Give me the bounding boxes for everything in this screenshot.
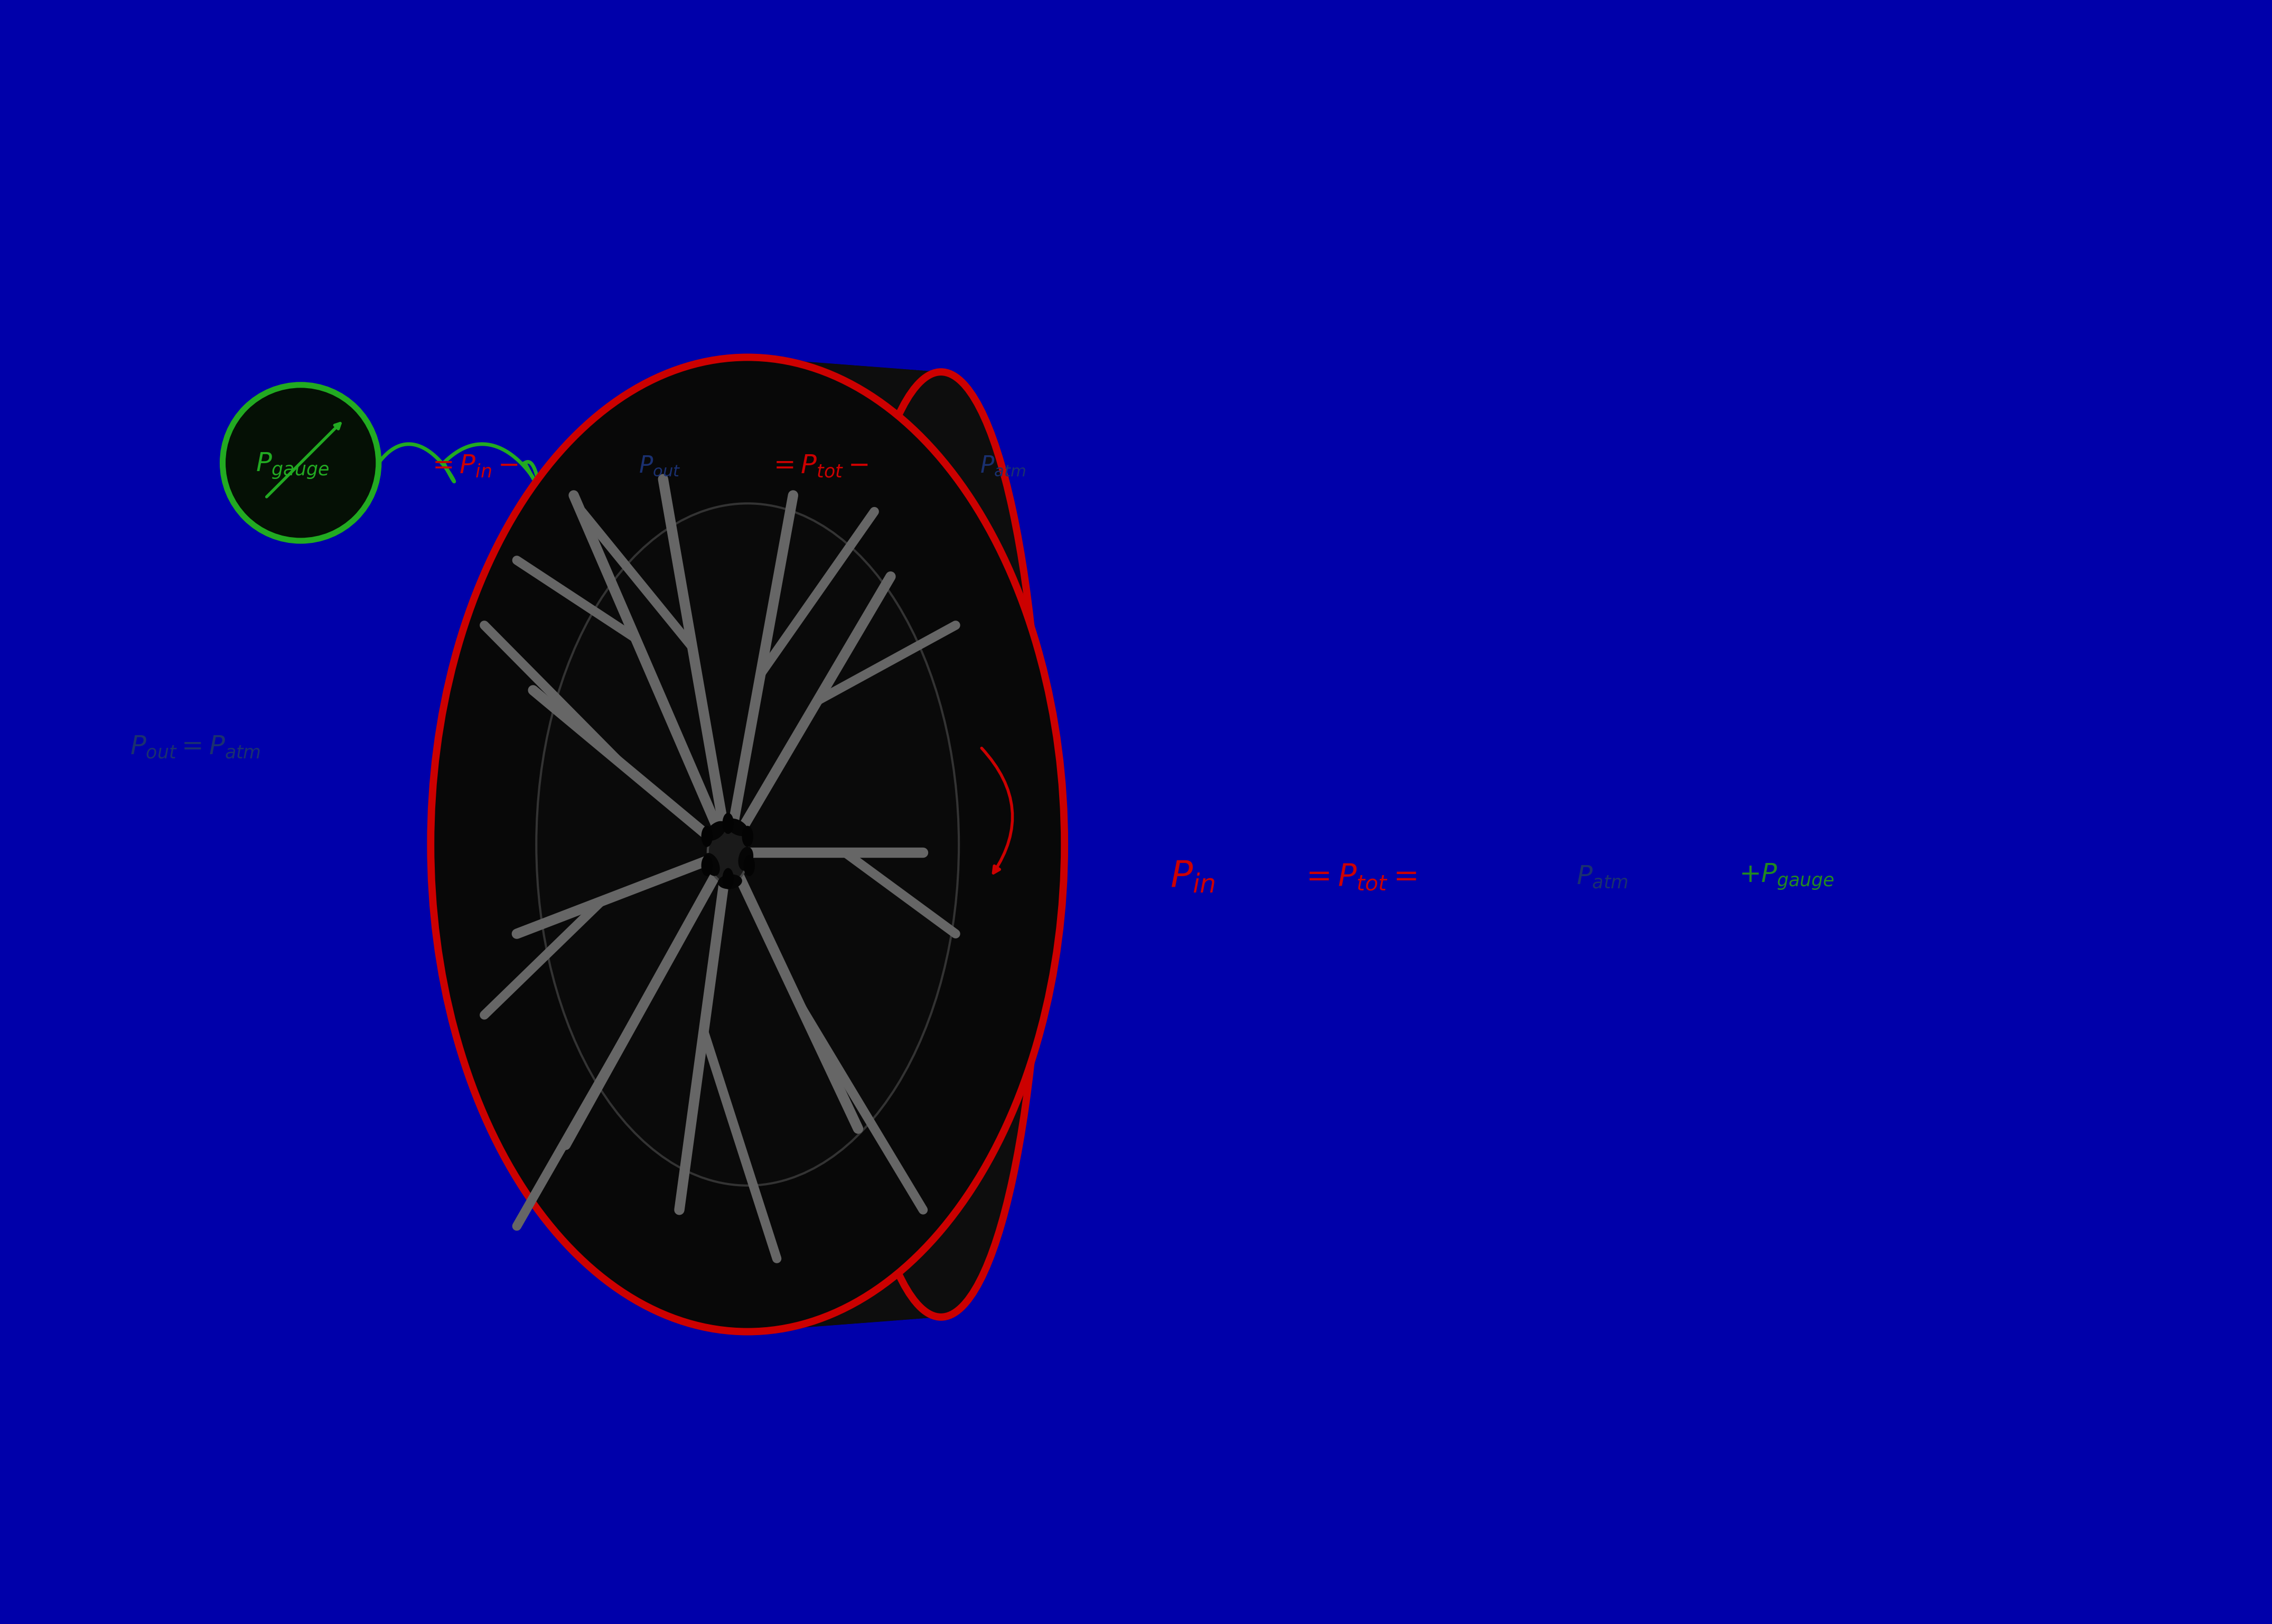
- Text: $P_{atm}$: $P_{atm}$: [1577, 864, 1629, 890]
- Ellipse shape: [682, 361, 879, 1328]
- Text: $P_{gauge}$: $P_{gauge}$: [257, 451, 329, 481]
- Ellipse shape: [888, 372, 982, 1317]
- Ellipse shape: [766, 365, 932, 1324]
- Text: $= P_{tot} -$: $= P_{tot} -$: [768, 453, 868, 479]
- Ellipse shape: [722, 362, 904, 1327]
- Ellipse shape: [670, 359, 870, 1330]
- Ellipse shape: [793, 367, 945, 1322]
- Ellipse shape: [734, 364, 911, 1325]
- Ellipse shape: [861, 370, 977, 1319]
- Ellipse shape: [727, 818, 747, 836]
- Ellipse shape: [877, 370, 979, 1319]
- Ellipse shape: [809, 367, 954, 1322]
- Ellipse shape: [818, 369, 959, 1320]
- Ellipse shape: [775, 365, 936, 1324]
- Ellipse shape: [870, 370, 979, 1319]
- Ellipse shape: [677, 359, 877, 1330]
- Ellipse shape: [822, 369, 961, 1320]
- Ellipse shape: [895, 372, 982, 1317]
- Ellipse shape: [827, 369, 963, 1320]
- Text: $P_{in}$: $P_{in}$: [1170, 859, 1216, 895]
- Ellipse shape: [718, 362, 902, 1327]
- Ellipse shape: [654, 357, 861, 1332]
- Ellipse shape: [795, 367, 947, 1322]
- Ellipse shape: [693, 361, 886, 1328]
- Ellipse shape: [813, 367, 957, 1322]
- Ellipse shape: [709, 822, 747, 883]
- Ellipse shape: [536, 503, 959, 1186]
- Ellipse shape: [841, 369, 970, 1320]
- Ellipse shape: [675, 359, 872, 1330]
- Text: $= P_{in} -$: $= P_{in} -$: [427, 453, 518, 479]
- Ellipse shape: [832, 369, 966, 1320]
- Text: $P_{atm}$: $P_{atm}$: [979, 455, 1027, 477]
- Ellipse shape: [702, 361, 891, 1328]
- Ellipse shape: [686, 361, 882, 1328]
- Ellipse shape: [800, 367, 950, 1322]
- Text: $P_{out}$: $P_{out}$: [638, 455, 682, 477]
- Ellipse shape: [691, 361, 884, 1328]
- Ellipse shape: [648, 357, 854, 1332]
- Ellipse shape: [722, 814, 734, 835]
- Ellipse shape: [743, 364, 918, 1325]
- Ellipse shape: [707, 822, 727, 841]
- Ellipse shape: [841, 372, 1043, 1317]
- Ellipse shape: [779, 365, 938, 1324]
- Ellipse shape: [223, 385, 379, 541]
- Ellipse shape: [907, 372, 975, 1317]
- Text: $P_{out} = P_{atm}$: $P_{out} = P_{atm}$: [130, 734, 261, 760]
- Ellipse shape: [845, 369, 970, 1320]
- Ellipse shape: [743, 856, 754, 877]
- Ellipse shape: [707, 361, 895, 1328]
- Ellipse shape: [643, 357, 852, 1332]
- Ellipse shape: [702, 825, 713, 848]
- Ellipse shape: [866, 370, 977, 1319]
- Ellipse shape: [759, 364, 927, 1325]
- Ellipse shape: [713, 362, 900, 1327]
- Ellipse shape: [854, 370, 975, 1319]
- Ellipse shape: [804, 367, 952, 1322]
- Ellipse shape: [784, 365, 941, 1324]
- Ellipse shape: [836, 369, 968, 1320]
- Ellipse shape: [659, 359, 863, 1330]
- Ellipse shape: [754, 364, 925, 1325]
- Ellipse shape: [850, 370, 972, 1319]
- Ellipse shape: [663, 359, 866, 1330]
- Ellipse shape: [788, 365, 943, 1324]
- Ellipse shape: [702, 856, 713, 877]
- Ellipse shape: [704, 853, 720, 875]
- Ellipse shape: [738, 364, 916, 1325]
- Ellipse shape: [725, 362, 907, 1327]
- Ellipse shape: [745, 364, 920, 1325]
- Ellipse shape: [709, 362, 897, 1327]
- Text: $= P_{tot} =$: $= P_{tot} =$: [1300, 862, 1418, 892]
- Ellipse shape: [750, 364, 922, 1325]
- Ellipse shape: [770, 365, 934, 1324]
- Text: $+ P_{gauge}$: $+ P_{gauge}$: [1738, 862, 1834, 892]
- Ellipse shape: [743, 825, 754, 848]
- Ellipse shape: [738, 846, 754, 870]
- Ellipse shape: [718, 874, 743, 888]
- Ellipse shape: [882, 372, 982, 1317]
- Ellipse shape: [666, 359, 868, 1330]
- Ellipse shape: [698, 361, 888, 1328]
- Ellipse shape: [729, 362, 909, 1327]
- Ellipse shape: [432, 357, 1066, 1332]
- Ellipse shape: [722, 867, 734, 890]
- Ellipse shape: [763, 365, 929, 1324]
- Ellipse shape: [650, 357, 857, 1332]
